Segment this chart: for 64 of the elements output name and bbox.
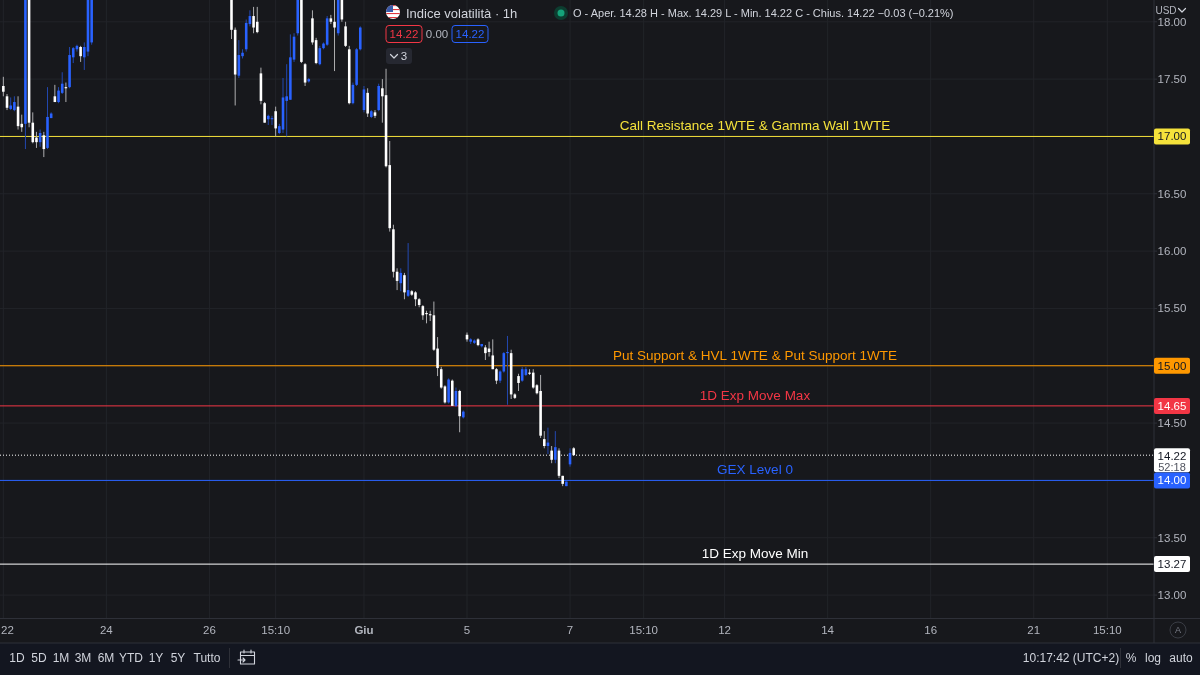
ref-line-label: 1D Exp Move Max (699, 387, 811, 403)
x-tick-label: 14 (821, 624, 835, 637)
candlestick (2, 76, 5, 97)
text: USD (1155, 4, 1177, 16)
candlestick (506, 335, 509, 406)
candlestick (31, 111, 35, 144)
candlestick (252, 6, 255, 34)
text: YTD (119, 651, 144, 666)
x-tick-label: 21 (1027, 624, 1041, 637)
text: 10:17:42 (UTC+2) (1022, 651, 1120, 666)
annotation: 14.22 (455, 28, 485, 41)
candlestick (255, 6, 259, 34)
x-tick-label: 15:10 (261, 624, 291, 637)
text: 1M (52, 651, 70, 666)
y-tick-label: 14.50 (1157, 417, 1187, 430)
y-tick-label: 18.00 (1157, 15, 1187, 28)
x-tick-label: 24 (99, 624, 114, 637)
text: 6M (97, 651, 115, 666)
candlestick (344, 21, 347, 48)
candlestick (554, 430, 557, 464)
candlestick (403, 272, 406, 300)
text: log (1144, 651, 1162, 666)
annotation: 3 (400, 50, 408, 63)
ref-line-label: 1D Exp Move Min (701, 546, 809, 562)
y-tick-label: 16.00 (1157, 245, 1187, 258)
text: O - Aper. 14.28 H - Max. 14.29 L - Min. 14.22 C - Chius. 14.22 −0.03 (−0.21%) (573, 6, 954, 19)
y-tick-label: 15.50 (1157, 302, 1187, 315)
ref-line-label: GEX Level 0 (717, 462, 793, 478)
candlestick (333, 0, 336, 72)
candlestick (274, 106, 277, 137)
ref-line-label: 14.22 (1157, 450, 1187, 463)
candlestick (491, 338, 495, 370)
text: 3M (74, 651, 92, 666)
annotation: 14.22 (389, 28, 419, 41)
x-tick-label: Giu (354, 624, 374, 637)
y-tick-label: 13.00 (1157, 589, 1187, 602)
y-tick-label: 17.50 (1157, 73, 1187, 86)
text: Indice volatilità · 1h (406, 5, 518, 21)
candlestick (399, 267, 403, 292)
text: 1D (9, 651, 25, 666)
text: 1Y (148, 651, 164, 666)
text: 5D (31, 651, 47, 666)
ref-line-label: Put Support & HVL 1WTE & Put Support 1WTE (613, 347, 897, 363)
x-tick-label: 26 (203, 624, 216, 637)
x-tick-label: 16 (924, 624, 938, 637)
x-tick-label: 15:10 (629, 624, 659, 637)
y-tick-label: 16.50 (1157, 187, 1187, 200)
text: 52:18 (1158, 461, 1186, 474)
ref-line-label: Call Resistance 1WTE & Gamma Wall 1WTE (619, 118, 891, 134)
x-tick-label: 5 (463, 624, 471, 637)
x-tick-label: 22 (1, 624, 14, 637)
x-tick-label: 15:10 (1092, 624, 1122, 637)
candlestick (366, 87, 369, 118)
x-tick-label: 7 (566, 624, 574, 637)
text: % (1125, 651, 1137, 666)
text: 5Y (170, 651, 186, 666)
text: Tutto (193, 651, 221, 666)
text: A (1174, 625, 1182, 636)
text: auto (1169, 651, 1193, 666)
candlestick (447, 377, 450, 405)
annotation: 0.00 (425, 28, 449, 41)
x-tick-label: 12 (718, 624, 731, 637)
y-tick-label: 13.50 (1157, 531, 1187, 544)
candlestick (359, 25, 362, 51)
